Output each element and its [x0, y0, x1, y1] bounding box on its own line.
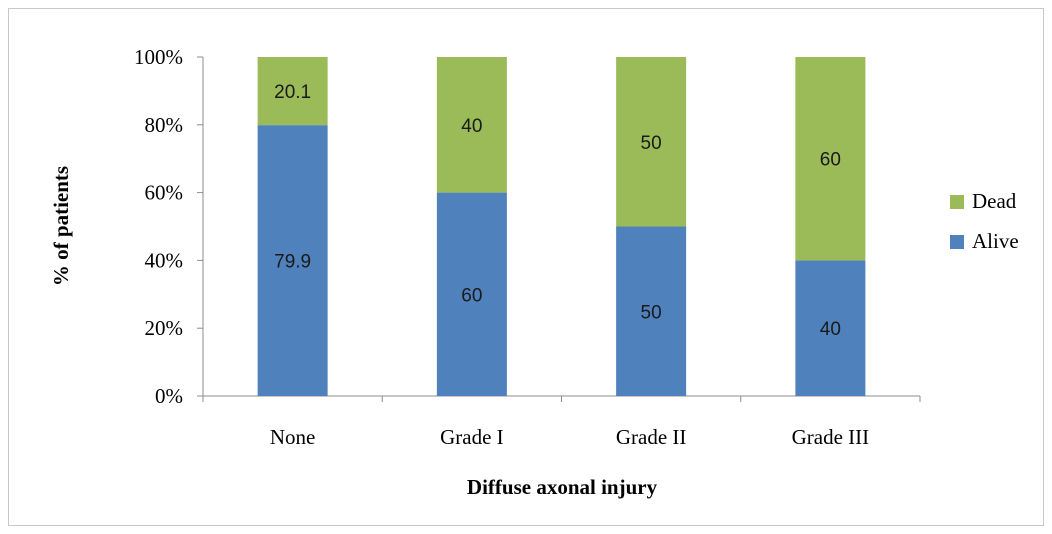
y-tick-label: 0% — [155, 384, 183, 408]
bar-alive-none — [257, 125, 328, 396]
legend-swatch-alive — [950, 235, 964, 249]
legend-label-dead: Dead — [972, 189, 1017, 213]
bar-alive-grade-iii — [795, 260, 866, 396]
bar-alive-grade-ii — [616, 226, 687, 396]
legend-swatch-dead — [950, 195, 964, 209]
bar-dead-none — [257, 57, 328, 126]
x-tick-label: None — [270, 425, 316, 449]
data-label: 40 — [461, 116, 482, 137]
legend-label-alive: Alive — [972, 229, 1019, 253]
bar-alive-grade-i — [436, 192, 507, 396]
bar-dead-grade-ii — [616, 57, 687, 227]
y-tick-label: 80% — [145, 113, 184, 137]
bar-dead-grade-iii — [795, 57, 866, 261]
data-label: 60 — [461, 285, 482, 306]
data-label: 50 — [641, 133, 662, 154]
x-tick-label: Grade III — [792, 425, 870, 449]
plot-area: 0% 20% 40% 60% 80% 100% 79.9 20.1 None 60 40 Grade … — [134, 45, 921, 449]
y-tick-label: 40% — [145, 248, 184, 272]
data-label: 20.1 — [274, 82, 311, 103]
x-tick-label: Grade II — [616, 425, 687, 449]
x-tick-label: Grade I — [440, 425, 504, 449]
y-axis-title: % of patients — [49, 166, 73, 286]
y-tick-label: 20% — [145, 316, 184, 340]
data-label: 79.9 — [274, 252, 311, 273]
y-tick-label: 60% — [145, 181, 184, 205]
chart-frame — [8, 8, 1044, 526]
y-tick-label: 100% — [134, 45, 183, 69]
data-label: 50 — [641, 302, 662, 323]
data-label: 60 — [820, 150, 841, 171]
x-axis-title: Diffuse axonal injury — [467, 475, 658, 499]
bar-dead-grade-i — [436, 57, 507, 193]
data-label: 40 — [820, 319, 841, 340]
legend: Dead Alive — [950, 189, 1019, 253]
